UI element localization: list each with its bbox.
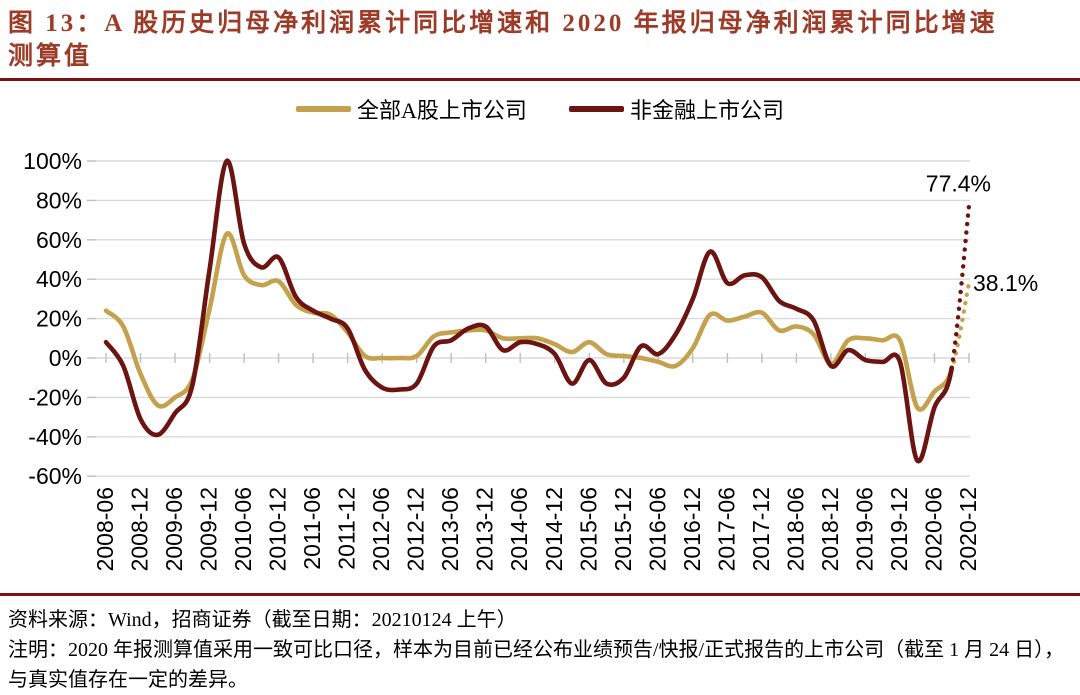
x-tick-label: 2014-06 — [506, 487, 532, 571]
legend-item-all-a-share: 全部A股上市公司 — [296, 93, 527, 125]
y-tick-label: -20% — [28, 384, 82, 410]
x-tick-label: 2008-06 — [92, 487, 118, 571]
x-tick-label: 2016-06 — [644, 487, 670, 571]
x-tick-label: 2009-06 — [161, 487, 187, 571]
legend-label-all-a-share: 全部A股上市公司 — [357, 98, 527, 123]
series-forecast-dotted-all-a-share — [949, 280, 972, 372]
legend-swatch-maroon — [568, 106, 624, 112]
title-divider — [0, 78, 1080, 81]
x-tick-label: 2017-06 — [713, 487, 739, 571]
x-tick-label: 2009-12 — [196, 487, 222, 571]
x-tick-label: 2011-06 — [299, 487, 325, 570]
source-note: 资料来源：Wind，招商证券（截至日期：20210124 上午） — [8, 609, 517, 631]
x-tick-label: 2016-12 — [679, 487, 705, 571]
x-tick-label: 2019-12 — [886, 487, 912, 571]
x-tick-label: 2015-06 — [575, 487, 601, 571]
x-tick-label: 2010-06 — [230, 487, 256, 571]
x-tick-label: 2019-06 — [851, 487, 877, 571]
x-tick-label: 2018-12 — [817, 487, 843, 571]
chart-svg: 100%80%60%40%20%0%-20%-40%-60%2008-06 200… — [23, 148, 1038, 571]
x-tick-label: 2013-06 — [437, 487, 463, 571]
legend-item-non-financial: 非金融上市公司 — [568, 93, 784, 125]
line-chart: 100% 80% 60% 40% 20% 0% -20% -40% -60% 2008-06 200… — [0, 138, 1080, 593]
series-line-all-a-share — [103, 231, 954, 412]
x-tick-label: 2010-12 — [265, 487, 291, 571]
series-forecast-dotted-non-financial — [949, 203, 972, 371]
y-axis: 100% 80% 60% 40% 20% 0% -20% -40% -60% — [23, 148, 970, 489]
y-tick-label: 40% — [36, 266, 82, 292]
legend-label-non-financial: 非金融上市公司 — [629, 98, 784, 123]
x-axis: 2008-06 2008-12 2009-06 2009-12 2010-06 2010-… — [92, 353, 981, 571]
method-note: 注明：2020 年报测算值采用一致可比口径，样本为目前已经公布业绩预告/快报/正… — [8, 639, 1065, 691]
x-tick-label: 2017-12 — [748, 487, 774, 571]
x-tick-label: 2012-12 — [403, 487, 429, 571]
y-tick-label: 100% — [23, 148, 82, 174]
x-tick-label: 2020-12 — [955, 487, 981, 571]
x-tick-label: 2018-06 — [782, 487, 808, 571]
y-tick-label: 80% — [36, 187, 82, 213]
x-tick-label: 2011-12 — [334, 487, 360, 570]
footer-divider — [0, 593, 1080, 596]
x-tick-label: 2013-12 — [472, 487, 498, 571]
y-tick-label: 20% — [36, 306, 82, 332]
forecast-label-all-a-share: 38.1% — [973, 270, 1038, 296]
forecast-label-non-financial: 77.4% — [926, 171, 991, 197]
series-line-non-financial — [103, 158, 954, 464]
x-tick-label: 2012-06 — [368, 487, 394, 571]
y-tick-label: -60% — [28, 463, 82, 489]
x-tick-label: 2008-12 — [127, 487, 153, 571]
y-tick-label: 0% — [49, 345, 82, 371]
x-tick-label: 2020-06 — [921, 487, 947, 571]
y-tick-label: -40% — [28, 424, 82, 450]
legend-swatch-gold — [296, 106, 352, 112]
y-tick-label: 60% — [36, 227, 82, 253]
x-tick-label: 2014-12 — [541, 487, 567, 571]
x-tick-label: 2015-12 — [610, 487, 636, 571]
chart-legend: 全部A股上市公司 非金融上市公司 — [0, 93, 1080, 125]
figure-title: 图 13：A 股历史归母净利润累计同比增速和 2020 年报归母净利润累计同比增… — [8, 10, 998, 70]
